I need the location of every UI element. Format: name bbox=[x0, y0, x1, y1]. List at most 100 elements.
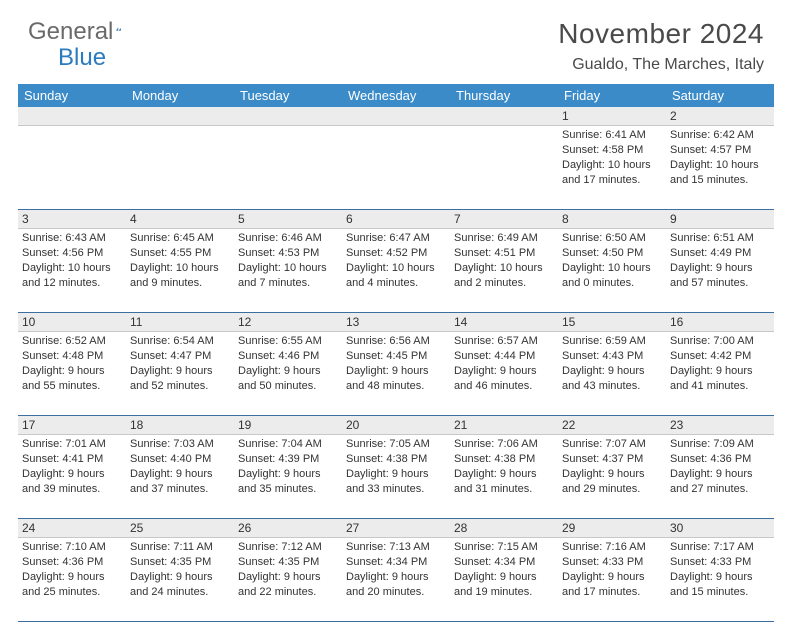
day-info-line: Sunset: 4:34 PM bbox=[346, 555, 446, 570]
day-info-line: Sunset: 4:53 PM bbox=[238, 246, 338, 261]
day-info-line: Daylight: 9 hours bbox=[22, 364, 122, 379]
day-info-line: Sunrise: 6:57 AM bbox=[454, 334, 554, 349]
day-info-line: Daylight: 9 hours bbox=[346, 467, 446, 482]
day-info-line: Sunset: 4:42 PM bbox=[670, 349, 770, 364]
day-info-line: Daylight: 10 hours bbox=[238, 261, 338, 276]
month-title: November 2024 bbox=[558, 18, 764, 50]
day-info-line: Sunrise: 7:13 AM bbox=[346, 540, 446, 555]
day-number: 18 bbox=[126, 416, 234, 434]
day-info-line: Daylight: 9 hours bbox=[454, 467, 554, 482]
day-info-line: Sunset: 4:50 PM bbox=[562, 246, 662, 261]
day-info-line: Sunrise: 7:11 AM bbox=[130, 540, 230, 555]
day-info-line: Sunrise: 6:51 AM bbox=[670, 231, 770, 246]
day-cell-text: Sunrise: 6:55 AMSunset: 4:46 PMDaylight:… bbox=[238, 334, 338, 393]
day-info-line: Sunrise: 7:01 AM bbox=[22, 437, 122, 452]
day-info-line: and 24 minutes. bbox=[130, 585, 230, 600]
weekday-header: Tuesday bbox=[234, 84, 342, 107]
header: General November 2024 Gualdo, The Marche… bbox=[0, 0, 792, 78]
day-info-line: Sunrise: 6:43 AM bbox=[22, 231, 122, 246]
day-info-line: and 9 minutes. bbox=[130, 276, 230, 291]
day-cell: Sunrise: 7:15 AMSunset: 4:34 PMDaylight:… bbox=[450, 537, 558, 621]
day-number: 13 bbox=[342, 313, 450, 331]
day-info-line: and 12 minutes. bbox=[22, 276, 122, 291]
day-number: 20 bbox=[342, 416, 450, 434]
day-info-line: Daylight: 10 hours bbox=[670, 158, 770, 173]
day-number-row: 17181920212223 bbox=[18, 416, 774, 434]
day-cell: Sunrise: 7:05 AMSunset: 4:38 PMDaylight:… bbox=[342, 434, 450, 518]
day-number: 24 bbox=[18, 519, 126, 537]
day-info-line: Sunrise: 6:55 AM bbox=[238, 334, 338, 349]
day-number: 9 bbox=[666, 210, 774, 228]
day-cell bbox=[234, 125, 342, 209]
logo-text-general: General bbox=[28, 18, 113, 46]
day-cell-text: Sunrise: 7:12 AMSunset: 4:35 PMDaylight:… bbox=[238, 540, 338, 599]
day-number bbox=[234, 107, 342, 125]
day-info-line: and 37 minutes. bbox=[130, 482, 230, 497]
day-info-line: Sunrise: 6:49 AM bbox=[454, 231, 554, 246]
day-info-line: Sunrise: 7:07 AM bbox=[562, 437, 662, 452]
day-cell: Sunrise: 7:11 AMSunset: 4:35 PMDaylight:… bbox=[126, 537, 234, 621]
day-cell: Sunrise: 6:59 AMSunset: 4:43 PMDaylight:… bbox=[558, 331, 666, 415]
day-info-line: Sunrise: 6:47 AM bbox=[346, 231, 446, 246]
day-cell: Sunrise: 7:13 AMSunset: 4:34 PMDaylight:… bbox=[342, 537, 450, 621]
day-info-line: Sunset: 4:44 PM bbox=[454, 349, 554, 364]
day-info-line: Daylight: 10 hours bbox=[130, 261, 230, 276]
day-info-line: Daylight: 9 hours bbox=[454, 364, 554, 379]
day-info-line: Sunset: 4:33 PM bbox=[562, 555, 662, 570]
day-cell-text: Sunrise: 6:41 AMSunset: 4:58 PMDaylight:… bbox=[562, 128, 662, 187]
day-number: 15 bbox=[558, 313, 666, 331]
day-number: 1 bbox=[558, 107, 666, 125]
day-number-row: 12 bbox=[18, 107, 774, 125]
day-info-line: Sunrise: 7:03 AM bbox=[130, 437, 230, 452]
day-cell: Sunrise: 6:57 AMSunset: 4:44 PMDaylight:… bbox=[450, 331, 558, 415]
day-cell-text: Sunrise: 7:03 AMSunset: 4:40 PMDaylight:… bbox=[130, 437, 230, 496]
day-info-line: Sunrise: 7:15 AM bbox=[454, 540, 554, 555]
day-info-line: Sunrise: 7:00 AM bbox=[670, 334, 770, 349]
day-info-line: Daylight: 10 hours bbox=[346, 261, 446, 276]
day-cell-text: Sunrise: 7:13 AMSunset: 4:34 PMDaylight:… bbox=[346, 540, 446, 599]
weeks-container: 12 Sunrise: 6:41 AMSunset: 4:58 PMDayligh… bbox=[18, 107, 774, 622]
day-cell: Sunrise: 7:17 AMSunset: 4:33 PMDaylight:… bbox=[666, 537, 774, 621]
day-cell: Sunrise: 6:49 AMSunset: 4:51 PMDaylight:… bbox=[450, 228, 558, 312]
day-info-line: Sunset: 4:35 PM bbox=[238, 555, 338, 570]
day-info-line: and 0 minutes. bbox=[562, 276, 662, 291]
day-number: 10 bbox=[18, 313, 126, 331]
day-info-line: and 2 minutes. bbox=[454, 276, 554, 291]
day-number: 6 bbox=[342, 210, 450, 228]
weekday-header: Saturday bbox=[666, 84, 774, 107]
day-cell-text: Sunrise: 6:57 AMSunset: 4:44 PMDaylight:… bbox=[454, 334, 554, 393]
day-info-line: Sunset: 4:46 PM bbox=[238, 349, 338, 364]
day-info-line: and 17 minutes. bbox=[562, 173, 662, 188]
day-info-line: and 7 minutes. bbox=[238, 276, 338, 291]
day-info-line: Daylight: 9 hours bbox=[346, 570, 446, 585]
day-info-line: Sunrise: 6:52 AM bbox=[22, 334, 122, 349]
day-number: 4 bbox=[126, 210, 234, 228]
day-info-line: Daylight: 9 hours bbox=[130, 570, 230, 585]
day-info-line: and 25 minutes. bbox=[22, 585, 122, 600]
week-row: Sunrise: 6:43 AMSunset: 4:56 PMDaylight:… bbox=[18, 228, 774, 313]
day-info-line: and 55 minutes. bbox=[22, 379, 122, 394]
day-cell: Sunrise: 6:54 AMSunset: 4:47 PMDaylight:… bbox=[126, 331, 234, 415]
day-cell: Sunrise: 6:55 AMSunset: 4:46 PMDaylight:… bbox=[234, 331, 342, 415]
day-number: 30 bbox=[666, 519, 774, 537]
day-info-line: Sunrise: 6:42 AM bbox=[670, 128, 770, 143]
day-info-line: Sunset: 4:43 PM bbox=[562, 349, 662, 364]
location-subtitle: Gualdo, The Marches, Italy bbox=[558, 56, 764, 74]
day-cell-text: Sunrise: 6:56 AMSunset: 4:45 PMDaylight:… bbox=[346, 334, 446, 393]
day-number: 28 bbox=[450, 519, 558, 537]
weekday-header: Thursday bbox=[450, 84, 558, 107]
day-info-line: Sunset: 4:51 PM bbox=[454, 246, 554, 261]
day-info-line: Sunset: 4:39 PM bbox=[238, 452, 338, 467]
day-cell-text: Sunrise: 7:05 AMSunset: 4:38 PMDaylight:… bbox=[346, 437, 446, 496]
day-number: 19 bbox=[234, 416, 342, 434]
day-info-line: Daylight: 9 hours bbox=[238, 467, 338, 482]
day-number-row: 24252627282930 bbox=[18, 519, 774, 537]
weekday-header: Friday bbox=[558, 84, 666, 107]
day-info-line: Daylight: 9 hours bbox=[130, 364, 230, 379]
day-cell: Sunrise: 7:00 AMSunset: 4:42 PMDaylight:… bbox=[666, 331, 774, 415]
day-info-line: and 15 minutes. bbox=[670, 173, 770, 188]
day-number: 14 bbox=[450, 313, 558, 331]
day-info-line: Sunrise: 6:56 AM bbox=[346, 334, 446, 349]
day-info-line: and 4 minutes. bbox=[346, 276, 446, 291]
weekday-header: Sunday bbox=[18, 84, 126, 107]
